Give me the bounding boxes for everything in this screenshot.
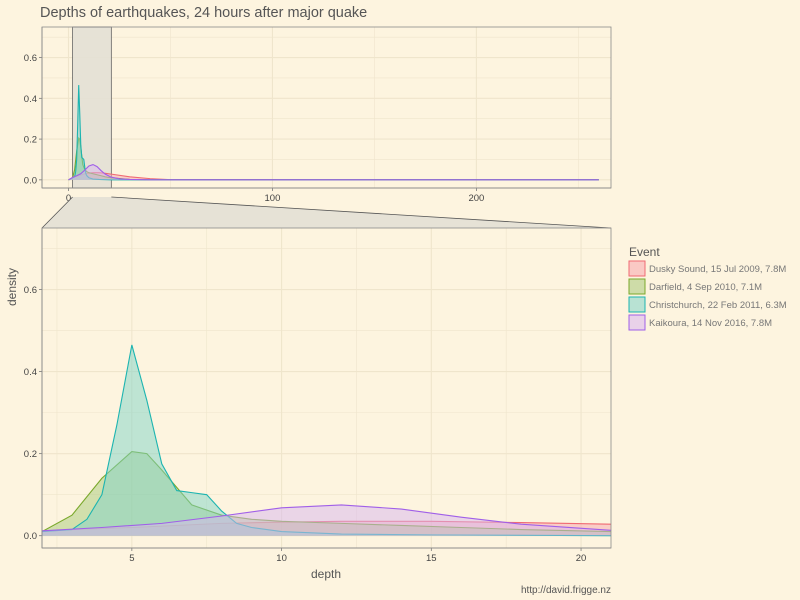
legend-label-2: Darfield, 4 Sep 2010, 7.1M xyxy=(649,282,762,293)
legend: Event Dusky Sound, 15 Jul 2009, 7.8M Darf… xyxy=(628,245,787,331)
density-line-series-4 xyxy=(68,163,599,181)
x-tick-label: 200 xyxy=(468,193,484,204)
legend-label-1: Dusky Sound, 15 Jul 2009, 7.8M xyxy=(649,264,786,275)
y-tick-label: 0.6 xyxy=(24,285,37,296)
x-tick-label: 10 xyxy=(276,553,287,564)
density-line-series-1 xyxy=(68,172,599,181)
zoom-axes: 5 10 15 20 0.0 0.2 0.4 0.6 xyxy=(24,227,612,564)
legend-key-4 xyxy=(628,314,646,331)
legend-key-2 xyxy=(628,278,646,295)
y-tick-label: 0.2 xyxy=(24,135,37,146)
legend-label-4: Kaikoura, 14 Nov 2016, 7.8M xyxy=(649,318,772,329)
legend-label-3: Christchurch, 22 Feb 2011, 6.3M xyxy=(649,300,787,311)
density-line-series-2 xyxy=(68,136,599,181)
y-tick-label: 0.0 xyxy=(24,175,37,186)
overview-panel: 0 100 200 0.0 0.2 0.4 0.6 xyxy=(24,26,612,204)
density-line-series-3 xyxy=(68,85,599,181)
overview-panel-frame xyxy=(41,26,612,189)
chart-title: Depths of earthquakes, 24 hours after ma… xyxy=(40,5,367,21)
legend-key-1 xyxy=(628,260,646,277)
y-axis-label: density xyxy=(5,268,19,306)
zoom-connector xyxy=(41,196,612,229)
y-tick-label: 0.0 xyxy=(24,531,37,542)
legend-items: Dusky Sound, 15 Jul 2009, 7.8M Darfield, … xyxy=(628,260,787,331)
x-tick-label: 15 xyxy=(426,553,437,564)
zoom-connector-left xyxy=(41,196,73,229)
overview-series xyxy=(68,85,599,181)
x-tick-label: 20 xyxy=(576,553,587,564)
legend-title: Event xyxy=(629,245,660,259)
legend-key-3 xyxy=(628,296,646,313)
y-tick-label: 0.4 xyxy=(24,367,37,378)
density-area-series-2 xyxy=(68,138,599,180)
caption: http://david.frigge.nz xyxy=(521,585,611,596)
x-tick-label: 100 xyxy=(265,193,281,204)
y-tick-label: 0.6 xyxy=(24,53,37,64)
density-line-series-4 xyxy=(42,504,611,532)
x-axis-label: depth xyxy=(311,567,341,581)
x-tick-label: 5 xyxy=(129,553,134,564)
zoom-panel: 5 10 15 20 0.0 0.2 0.4 0.6 xyxy=(24,227,612,564)
density-area-series-4 xyxy=(42,504,611,536)
density-area-series-4 xyxy=(68,164,599,180)
density-area-series-3 xyxy=(68,85,599,180)
zoom-connector-fill xyxy=(42,197,611,228)
y-tick-label: 0.4 xyxy=(24,94,37,105)
zoom-connector-right xyxy=(111,196,612,229)
overview-axes: 0 100 200 0.0 0.2 0.4 0.6 xyxy=(24,26,612,204)
overview-grid xyxy=(42,27,611,188)
y-tick-label: 0.2 xyxy=(24,449,37,460)
x-tick-label: 0 xyxy=(66,193,71,204)
zoom-panel-frame xyxy=(41,227,612,549)
zoom-series xyxy=(42,344,611,537)
density-area-series-3 xyxy=(42,344,611,536)
